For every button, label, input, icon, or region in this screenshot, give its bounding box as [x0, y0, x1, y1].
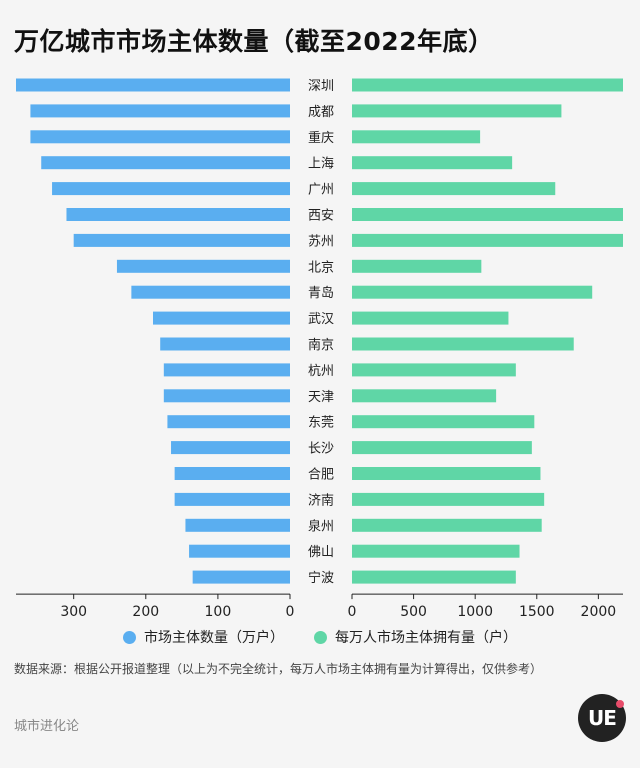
category-label: 南京 — [308, 337, 334, 353]
left-tick-label: 100 — [205, 604, 232, 620]
bar-right-14 — [352, 441, 532, 455]
chart-legend: 市场主体数量（万户） 每万人市场主体拥有量（户） — [0, 627, 640, 647]
bar-left-15 — [174, 467, 290, 480]
category-label: 重庆 — [308, 130, 334, 146]
bar-left-16 — [174, 492, 290, 506]
bar-left-14 — [171, 441, 290, 455]
right-tick-label: 1500 — [519, 604, 555, 620]
chart-title: 万亿城市市场主体数量（截至2022年底） — [14, 27, 494, 56]
bar-right-7 — [352, 259, 482, 273]
left-tick-label: 0 — [286, 604, 295, 620]
bar-right-13 — [352, 415, 535, 429]
left-tick-label: 300 — [60, 604, 87, 620]
category-label: 成都 — [308, 105, 334, 120]
bar-left-2 — [30, 130, 291, 144]
category-label: 广州 — [308, 183, 334, 198]
category-label: 长沙 — [308, 442, 334, 457]
category-label: 北京 — [308, 260, 334, 275]
legend-dot-right — [314, 630, 327, 644]
bar-left-8 — [131, 285, 290, 299]
category-label: 深圳 — [308, 79, 334, 94]
bar-right-5 — [352, 208, 623, 221]
bar-right-10 — [352, 337, 574, 351]
category-label: 济南 — [308, 492, 334, 508]
category-label: 青岛 — [308, 285, 334, 301]
bar-right-15 — [352, 467, 541, 480]
category-label: 宁波 — [308, 570, 334, 586]
bar-right-2 — [352, 130, 481, 144]
bar-right-16 — [352, 492, 545, 506]
bar-right-4 — [352, 182, 556, 196]
bar-left-13 — [167, 415, 290, 429]
bar-right-8 — [352, 285, 593, 299]
category-label: 武汉 — [308, 312, 334, 327]
legend-item-left: 市场主体数量（万户） — [123, 627, 284, 647]
bar-right-9 — [352, 311, 509, 325]
category-label: 佛山 — [308, 545, 334, 560]
bar-left-17 — [185, 518, 290, 532]
legend-label-right: 每万人市场主体拥有量（户） — [335, 630, 517, 646]
bar-left-4 — [52, 182, 291, 196]
category-label: 泉州 — [308, 518, 334, 534]
bar-left-5 — [66, 208, 290, 221]
bar-left-10 — [160, 337, 290, 351]
brand-logo: UE — [578, 694, 626, 742]
category-label: 西安 — [308, 209, 334, 224]
legend-label-left: 市场主体数量（万户） — [144, 630, 284, 646]
bar-left-9 — [153, 311, 290, 325]
bar-right-6 — [352, 233, 623, 247]
bar-right-11 — [352, 363, 516, 377]
bar-right-19 — [352, 570, 516, 584]
bar-left-19 — [192, 570, 290, 584]
category-label: 杭州 — [308, 364, 334, 379]
category-label: 天津 — [308, 390, 334, 405]
right-tick-label: 0 — [348, 604, 357, 620]
bar-right-1 — [352, 104, 562, 118]
bar-left-0 — [16, 78, 290, 92]
bar-left-12 — [163, 389, 290, 403]
legend-item-right: 每万人市场主体拥有量（户） — [314, 627, 517, 647]
source-note: 数据来源：根据公开报道整理（以上为不完全统计，每万人市场主体拥有量为计算得出，仅… — [14, 662, 543, 676]
bar-left-11 — [163, 363, 290, 377]
category-label: 东莞 — [308, 416, 334, 431]
category-label: 上海 — [308, 157, 334, 172]
left-tick-label: 200 — [132, 604, 159, 620]
right-tick-label: 500 — [400, 604, 427, 620]
bar-right-12 — [352, 389, 497, 403]
bar-right-3 — [352, 156, 513, 170]
category-label: 苏州 — [308, 233, 334, 249]
right-tick-label: 1000 — [457, 604, 493, 620]
bar-right-18 — [352, 544, 520, 558]
bar-left-7 — [116, 259, 291, 273]
bar-right-17 — [352, 518, 542, 532]
category-label: 合肥 — [308, 468, 334, 483]
butterfly-bar-chart: 深圳成都重庆上海广州西安苏州北京青岛武汉南京杭州天津东莞长沙合肥济南泉州佛山宁波… — [16, 78, 623, 620]
bar-left-18 — [189, 544, 290, 558]
legend-dot-left — [123, 630, 136, 644]
bar-left-6 — [73, 233, 291, 247]
brand-name: 城市进化论 — [14, 719, 80, 734]
bar-left-3 — [41, 156, 290, 170]
right-tick-label: 2000 — [581, 604, 617, 620]
bar-left-1 — [30, 104, 291, 118]
bar-right-0 — [352, 78, 623, 92]
